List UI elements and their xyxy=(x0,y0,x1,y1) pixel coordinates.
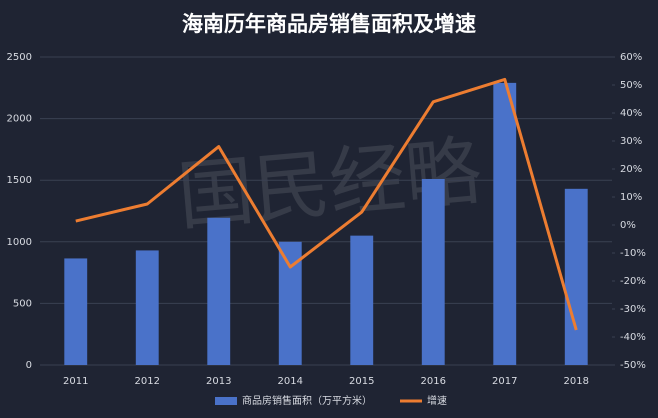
bar xyxy=(207,217,231,365)
y2-tick-label: 30% xyxy=(620,136,642,147)
y-tick-label: 2000 xyxy=(7,114,32,125)
bar xyxy=(64,258,88,365)
y2-tick-label: -10% xyxy=(620,248,646,259)
y2-tick-label: 60% xyxy=(620,52,642,63)
x-tick-label: 2017 xyxy=(492,376,517,387)
y2-tick-label: -50% xyxy=(620,360,646,371)
y-tick-label: 1500 xyxy=(7,175,32,186)
y2-tick-label: -40% xyxy=(620,332,646,343)
x-tick-label: 2018 xyxy=(564,376,589,387)
y2-tick-label: 50% xyxy=(620,80,642,91)
bar xyxy=(421,178,445,365)
y2-tick-label: 10% xyxy=(620,192,642,203)
x-tick-label: 2011 xyxy=(63,376,88,387)
y-tick-label: 2500 xyxy=(7,52,32,63)
x-tick-label: 2016 xyxy=(421,376,446,387)
x-tick-label: 2014 xyxy=(278,376,303,387)
y2-tick-label: 20% xyxy=(620,164,642,175)
bar xyxy=(564,188,588,365)
bar xyxy=(278,241,302,365)
legend-label: 商品房销售面积（万平方米） xyxy=(242,394,372,407)
y-tick-label: 1000 xyxy=(7,237,32,248)
x-tick-label: 2012 xyxy=(135,376,160,387)
y-tick-label: 0 xyxy=(26,360,32,371)
line xyxy=(75,77,578,331)
bar xyxy=(493,82,517,365)
y2-tick-label: 40% xyxy=(620,108,642,119)
y2-tick-label: 0% xyxy=(620,220,636,231)
legend-swatch xyxy=(215,397,237,405)
bar xyxy=(350,235,374,365)
y-tick-label: 500 xyxy=(13,298,32,309)
chart-title: 海南历年商品房销售面积及增速 xyxy=(182,12,476,36)
bar xyxy=(135,250,159,365)
y2-tick-label: -30% xyxy=(620,304,646,315)
x-tick-label: 2015 xyxy=(349,376,374,387)
y2-tick-label: -20% xyxy=(620,276,646,287)
legend-label: 增速 xyxy=(427,394,447,407)
x-tick-label: 2013 xyxy=(206,376,231,387)
